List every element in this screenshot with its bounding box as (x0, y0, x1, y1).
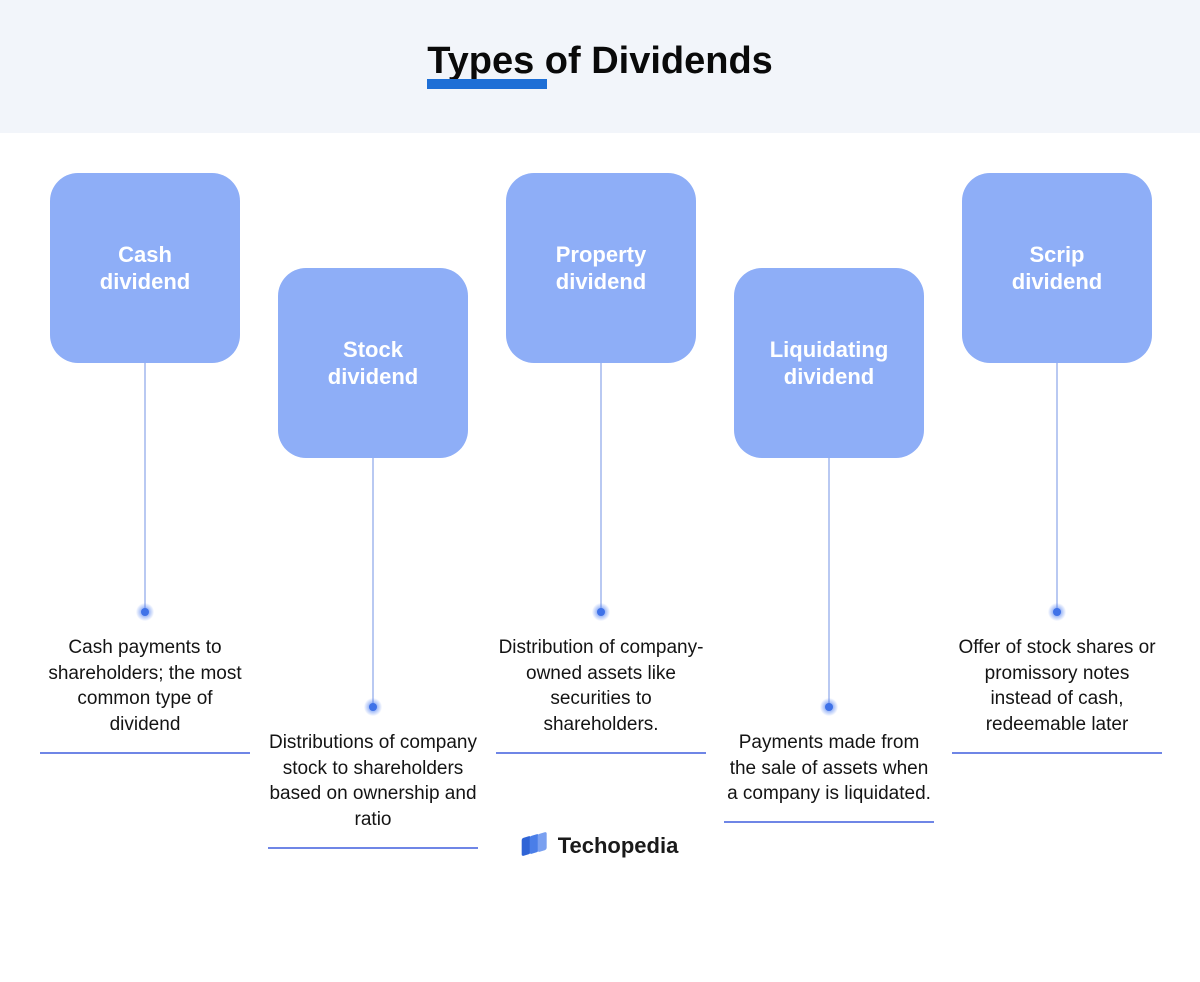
brand-logo-icon (522, 833, 548, 859)
card-description: Cash payments to shareholders; the most … (40, 635, 250, 738)
card-column-cash: Cash dividend Cash payments to sharehold… (40, 173, 250, 754)
card-title-line2: dividend (556, 269, 646, 294)
page-title: Types of Dividends (427, 40, 773, 83)
connector (372, 458, 374, 708)
connector-dot-icon (136, 603, 154, 621)
card-title-line1: Scrip (1029, 242, 1084, 267)
card-description: Offer of stock shares or promissory note… (952, 635, 1162, 738)
card-description: Distributions of company stock to shareh… (268, 730, 478, 833)
card-column-liquidating: Liquidating dividend Payments made from … (724, 268, 934, 823)
card-cash: Cash dividend (50, 173, 240, 363)
card-description: Distribution of company-owned assets lik… (496, 635, 706, 738)
card-property: Property dividend (506, 173, 696, 363)
connector (144, 363, 146, 613)
description-underline (724, 821, 934, 823)
description-underline (268, 847, 478, 849)
brand-footer: Techopedia (522, 833, 679, 859)
card-column-stock: Stock dividend Distributions of company … (268, 268, 478, 849)
card-title-line2: dividend (328, 364, 418, 389)
description-underline (40, 752, 250, 754)
card-stock: Stock dividend (278, 268, 468, 458)
logo-bar-3 (538, 832, 547, 853)
card-title-line2: dividend (100, 269, 190, 294)
card-title-line1: Property (556, 242, 646, 267)
card-liquidating: Liquidating dividend (734, 268, 924, 458)
connector (1056, 363, 1058, 613)
card-title-line2: dividend (1012, 269, 1102, 294)
brand-name: Techopedia (558, 833, 679, 859)
card-title-line2: dividend (784, 364, 874, 389)
connector-dot-icon (820, 698, 838, 716)
cards-row: Cash dividend Cash payments to sharehold… (40, 173, 1160, 849)
connector (600, 363, 602, 613)
card-column-scrip: Scrip dividend Offer of stock shares or … (952, 173, 1162, 754)
title-text: Types of Dividends (427, 40, 773, 82)
card-description: Payments made from the sale of assets wh… (724, 730, 934, 807)
card-title-line1: Cash (118, 242, 172, 267)
connector-dot-icon (1048, 603, 1066, 621)
card-scrip: Scrip dividend (962, 173, 1152, 363)
title-underline (427, 79, 547, 89)
description-underline (952, 752, 1162, 754)
card-title-line1: Liquidating (770, 337, 889, 362)
connector-dot-icon (364, 698, 382, 716)
infographic-content: Cash dividend Cash payments to sharehold… (0, 133, 1200, 893)
description-underline (496, 752, 706, 754)
connector (828, 458, 830, 708)
card-title-line1: Stock (343, 337, 403, 362)
connector-dot-icon (592, 603, 610, 621)
card-column-property: Property dividend Distribution of compan… (496, 173, 706, 754)
header-region: Types of Dividends (0, 0, 1200, 133)
